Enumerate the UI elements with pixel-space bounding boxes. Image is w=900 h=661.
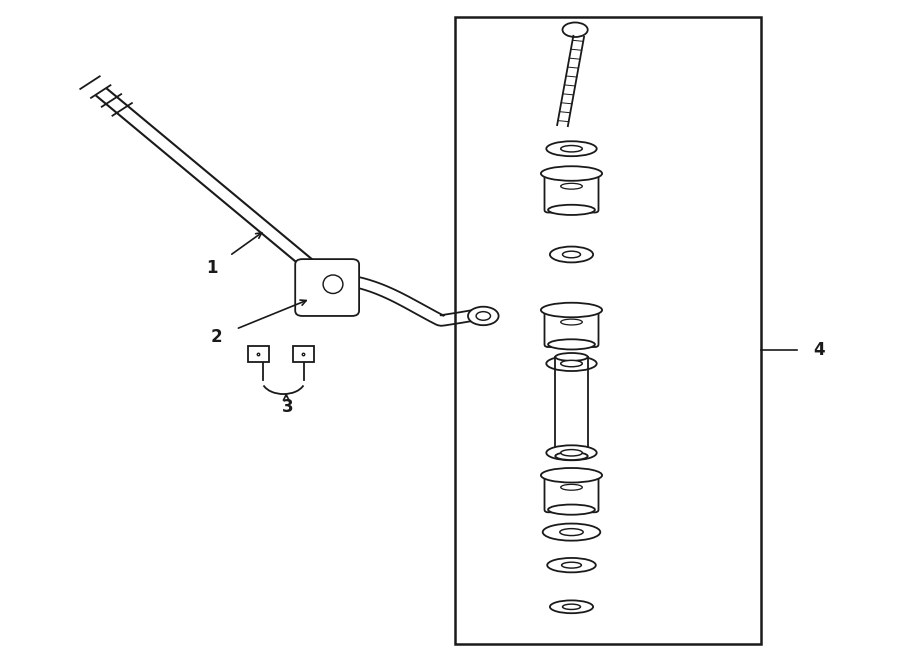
- Ellipse shape: [548, 504, 595, 515]
- Ellipse shape: [562, 251, 580, 258]
- Ellipse shape: [546, 356, 597, 371]
- Ellipse shape: [561, 449, 582, 456]
- Ellipse shape: [546, 446, 597, 460]
- Ellipse shape: [560, 529, 583, 535]
- FancyBboxPatch shape: [292, 346, 314, 362]
- Ellipse shape: [555, 353, 588, 361]
- Text: 3: 3: [283, 397, 293, 416]
- Ellipse shape: [561, 319, 582, 325]
- Ellipse shape: [547, 558, 596, 572]
- Ellipse shape: [561, 145, 582, 152]
- Ellipse shape: [562, 22, 588, 37]
- Ellipse shape: [541, 167, 602, 181]
- Bar: [454, 17, 760, 644]
- Ellipse shape: [546, 141, 597, 156]
- Ellipse shape: [561, 183, 582, 189]
- Ellipse shape: [550, 247, 593, 262]
- Ellipse shape: [561, 485, 582, 490]
- Ellipse shape: [548, 205, 595, 215]
- Ellipse shape: [562, 604, 580, 609]
- Ellipse shape: [476, 311, 491, 320]
- Ellipse shape: [541, 303, 602, 317]
- Ellipse shape: [550, 600, 593, 613]
- Text: 2: 2: [211, 328, 221, 346]
- FancyBboxPatch shape: [544, 473, 598, 512]
- FancyBboxPatch shape: [248, 346, 269, 362]
- Ellipse shape: [323, 275, 343, 293]
- Ellipse shape: [562, 563, 581, 568]
- FancyBboxPatch shape: [544, 307, 598, 347]
- FancyBboxPatch shape: [544, 171, 598, 213]
- Ellipse shape: [561, 360, 582, 367]
- Text: 4: 4: [814, 341, 824, 360]
- Ellipse shape: [541, 468, 602, 483]
- FancyBboxPatch shape: [295, 259, 359, 316]
- Ellipse shape: [543, 524, 600, 541]
- Ellipse shape: [468, 307, 499, 325]
- Ellipse shape: [555, 452, 588, 460]
- Ellipse shape: [548, 339, 595, 350]
- Text: 1: 1: [206, 258, 217, 277]
